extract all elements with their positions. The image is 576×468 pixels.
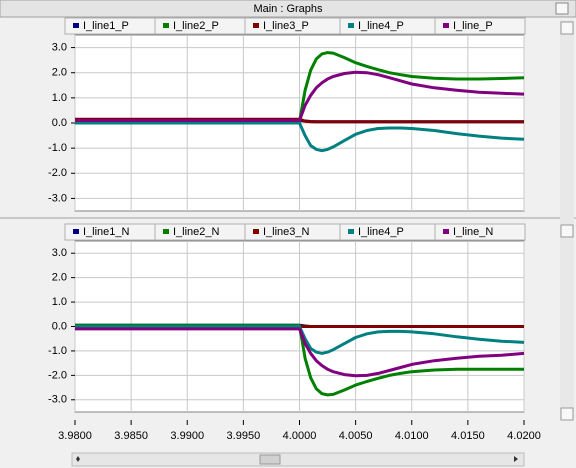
x-tick-label: 3.9900 bbox=[170, 430, 204, 442]
x-tick-label: 4.0000 bbox=[283, 430, 317, 442]
x-tick-label: 4.0150 bbox=[451, 430, 485, 442]
close-button[interactable] bbox=[555, 2, 569, 15]
legend-label: I_line_P bbox=[453, 20, 493, 32]
legend-swatch bbox=[253, 229, 259, 234]
y-tick-label: -3.0 bbox=[48, 192, 67, 204]
legend-swatch bbox=[348, 23, 354, 28]
side-strip bbox=[560, 20, 574, 420]
side-button[interactable] bbox=[560, 224, 574, 238]
legend-label: I_line2_P bbox=[173, 20, 219, 32]
x-tick-label: 3.9950 bbox=[227, 430, 261, 442]
legend-label: I_line2_N bbox=[173, 226, 220, 238]
scroll-left[interactable] bbox=[76, 456, 80, 462]
series-line bbox=[75, 327, 525, 378]
y-tick-label: 2.0 bbox=[52, 67, 67, 79]
y-tick-label: -2.0 bbox=[48, 369, 67, 381]
legend-label: I_line4_P bbox=[358, 226, 404, 238]
side-button[interactable] bbox=[560, 407, 574, 421]
legend-label: I_line_N bbox=[453, 226, 493, 238]
legend-swatch bbox=[348, 229, 354, 234]
scroll-right[interactable] bbox=[514, 456, 518, 462]
legend-label: I_line3_N bbox=[263, 226, 310, 238]
legend-label: I_line3_P bbox=[263, 20, 309, 32]
y-tick-label: 0.0 bbox=[52, 117, 67, 129]
series-line bbox=[75, 51, 525, 124]
y-tick-label: 1.0 bbox=[52, 296, 67, 308]
legend-swatch bbox=[73, 229, 79, 234]
y-tick-label: -1.0 bbox=[48, 345, 67, 357]
series-line bbox=[75, 323, 524, 397]
window-title: Main : Graphs bbox=[253, 3, 323, 15]
title-bar bbox=[0, 0, 576, 18]
x-tick-label: 4.0100 bbox=[395, 430, 429, 442]
legend-swatch bbox=[73, 23, 79, 28]
y-tick-label: -2.0 bbox=[48, 167, 67, 179]
y-tick-label: -1.0 bbox=[48, 142, 67, 154]
y-tick-label: 2.0 bbox=[52, 272, 67, 284]
scroll-thumb[interactable] bbox=[259, 454, 281, 465]
series-line bbox=[75, 70, 525, 122]
legend-swatch bbox=[253, 23, 259, 28]
y-tick-label: 3.0 bbox=[52, 247, 67, 259]
y-tick-label: 1.0 bbox=[52, 92, 67, 104]
legend-tab[interactable] bbox=[434, 17, 526, 35]
y-tick-label: 3.0 bbox=[52, 41, 67, 53]
side-button[interactable] bbox=[560, 21, 574, 35]
legend-label: I_line1_N bbox=[83, 226, 130, 238]
legend-swatch bbox=[163, 23, 169, 28]
legend-swatch bbox=[163, 229, 169, 234]
legend-swatch bbox=[443, 23, 449, 28]
legend-label: I_line1_P bbox=[83, 20, 129, 32]
x-tick-label: 4.0050 bbox=[339, 430, 373, 442]
x-tick-label: 4.0200 bbox=[507, 430, 541, 442]
x-tick-label: 3.9850 bbox=[114, 430, 148, 442]
h-scrollbar[interactable] bbox=[71, 452, 525, 467]
series-line bbox=[75, 121, 525, 153]
legend-swatch bbox=[443, 229, 449, 234]
y-tick-label: 0.0 bbox=[52, 320, 67, 332]
series-line bbox=[75, 325, 525, 355]
legend-label: I_line4_P bbox=[358, 20, 404, 32]
series-line bbox=[75, 117, 524, 124]
y-tick-label: -3.0 bbox=[48, 394, 67, 406]
legend-tab[interactable] bbox=[434, 223, 526, 241]
x-tick-label: 3.9800 bbox=[58, 430, 92, 442]
